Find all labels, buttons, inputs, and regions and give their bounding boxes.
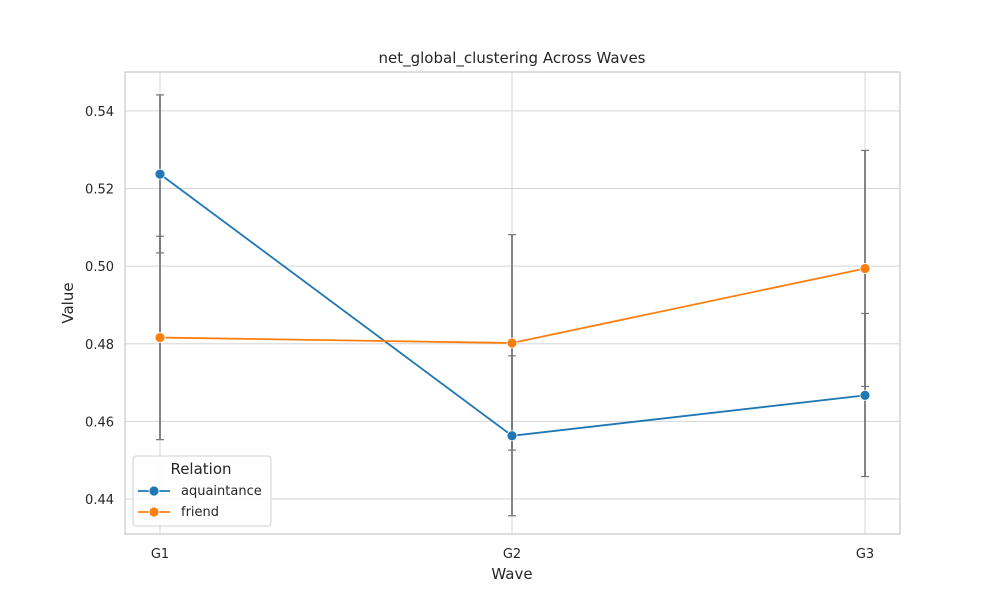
x-tick-label: G2 xyxy=(503,547,521,562)
series-markers xyxy=(154,168,871,442)
legend-box xyxy=(132,455,272,527)
legend-title: Relation xyxy=(170,460,231,478)
data-point-aquaintance xyxy=(506,430,518,442)
data-point-friend xyxy=(154,332,166,343)
data-point-friend xyxy=(506,337,518,349)
y-tick-label: 0.50 xyxy=(85,260,114,275)
x-tick-labels: G1 G2 G3 xyxy=(151,547,874,562)
legend-marker-aquaintance xyxy=(148,485,160,497)
data-point-aquaintance xyxy=(154,168,166,180)
data-point-friend xyxy=(859,263,871,274)
x-axis-label: Wave xyxy=(491,565,532,583)
y-axis-label: Value xyxy=(59,282,77,323)
x-tick-label: G1 xyxy=(151,547,169,562)
x-tick-label: G3 xyxy=(856,547,874,562)
legend-label-aquaintance: aquaintance xyxy=(181,484,262,499)
y-tick-label: 0.46 xyxy=(85,415,114,430)
plot-frame xyxy=(124,71,901,535)
legend-label-friend: friend xyxy=(181,505,219,520)
y-tick-label: 0.54 xyxy=(85,105,114,120)
legend: Relation aquaintance friend xyxy=(132,455,272,527)
y-tick-label: 0.52 xyxy=(85,182,114,197)
y-tick-label: 0.44 xyxy=(85,493,114,508)
y-tick-labels: 0.44 0.46 0.48 0.50 0.52 0.54 xyxy=(85,105,114,508)
data-point-aquaintance xyxy=(859,389,871,401)
legend-marker-friend xyxy=(148,506,160,518)
chart-title: net_global_clustering Across Waves xyxy=(379,49,646,68)
y-tick-label: 0.48 xyxy=(85,338,114,353)
